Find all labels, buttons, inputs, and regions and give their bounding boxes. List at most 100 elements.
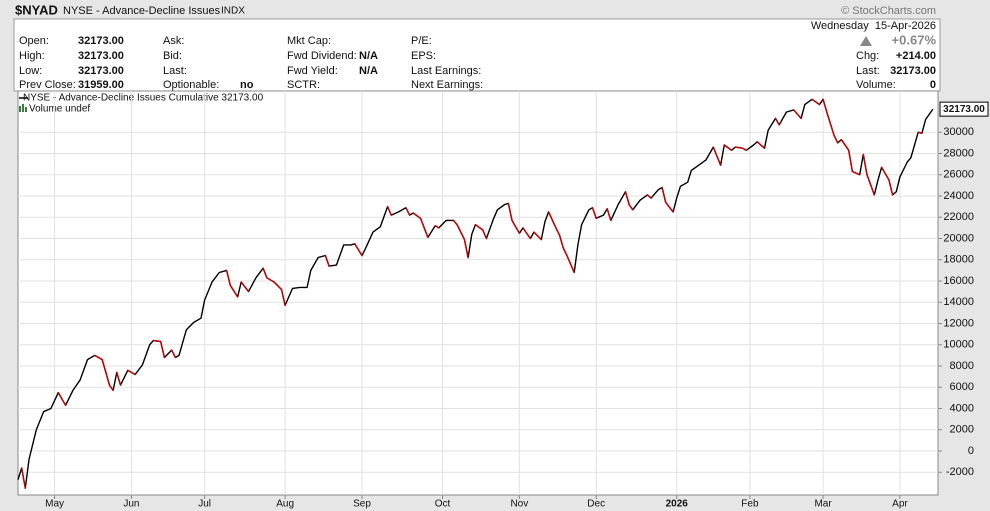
x-tick-label: Sep — [353, 499, 371, 510]
down-segment — [116, 371, 122, 386]
down-segment — [628, 203, 634, 211]
field-value: no — [240, 79, 254, 91]
y-tick-label: 30000 — [943, 126, 974, 138]
down-segment — [811, 98, 821, 106]
field-value: 32173.00 — [78, 35, 124, 47]
up-arrow — [860, 36, 872, 46]
down-segment — [507, 202, 513, 222]
down-segment — [225, 269, 231, 286]
y-tick-label: 2000 — [950, 424, 974, 436]
down-segment — [353, 243, 363, 257]
down-segment — [412, 212, 422, 219]
down-segment — [793, 109, 802, 120]
y-tick-label: 24000 — [943, 190, 974, 202]
down-segment — [463, 238, 469, 259]
down-segment — [266, 277, 275, 283]
field-label: Last Earnings: — [411, 65, 481, 77]
down-segment — [482, 229, 488, 240]
down-segment — [866, 174, 876, 196]
exchange: INDX — [221, 6, 245, 17]
down-segment — [756, 141, 766, 149]
x-tick-label: Apr — [892, 499, 908, 510]
x-tick-label: Aug — [276, 499, 294, 510]
down-segment — [229, 284, 239, 298]
down-segment — [712, 146, 722, 166]
x-tick-label: Dec — [587, 499, 605, 510]
down-segment — [511, 219, 521, 234]
down-segment — [741, 147, 747, 151]
plot-area — [17, 90, 939, 496]
x-tick-label: Jun — [123, 499, 139, 510]
down-segment — [533, 231, 543, 241]
field-label: Low: — [19, 65, 42, 77]
field-value: 0 — [930, 79, 936, 91]
down-segment — [848, 149, 854, 173]
down-segment — [94, 354, 103, 361]
down-segment — [822, 98, 828, 113]
field-label: Chg: — [856, 50, 879, 62]
x-tick-label: Feb — [741, 499, 759, 510]
field-value: 31959.00 — [78, 79, 124, 91]
down-segment — [127, 369, 136, 376]
last-value-box — [939, 101, 989, 117]
down-segment — [880, 166, 890, 181]
field-value: N/A — [359, 50, 378, 62]
down-segment — [240, 281, 250, 293]
x-tick-label: Nov — [510, 499, 528, 510]
down-segment — [273, 281, 283, 291]
x-tick-label: May — [45, 499, 64, 510]
down-segment — [826, 111, 835, 137]
field-value: 32173.00 — [78, 65, 124, 77]
y-tick-label: 18000 — [943, 254, 974, 266]
down-segment — [522, 227, 532, 240]
y-tick-label: 4000 — [950, 402, 974, 414]
field-label: Mkt Cap: — [287, 35, 331, 47]
field-value: N/A — [359, 65, 378, 77]
down-segment — [324, 254, 330, 267]
security-name: NYSE - Advance-Decline Issues — [63, 5, 221, 17]
field-label: Last: — [163, 65, 187, 77]
field-label: High: — [19, 50, 45, 62]
field-label: Prev Close: — [19, 79, 76, 91]
y-tick-label: 6000 — [950, 381, 974, 393]
x-tick-label: Mar — [814, 499, 832, 510]
x-tick-label: Oct — [435, 499, 451, 510]
down-segment — [474, 223, 484, 231]
down-segment — [170, 349, 177, 359]
down-segment — [566, 254, 575, 274]
y-tick-label: -2000 — [946, 466, 974, 478]
down-segment — [262, 267, 268, 279]
down-segment — [419, 217, 429, 239]
down-segment — [160, 340, 166, 359]
down-segment — [774, 117, 780, 126]
y-tick-label: 8000 — [950, 360, 974, 372]
down-segment — [20, 467, 27, 489]
down-segment — [562, 247, 568, 257]
date: Wednesday 15-Apr-2026 — [811, 20, 936, 32]
y-tick-label: 0 — [968, 445, 974, 457]
down-segment — [57, 391, 67, 407]
field-label: Open: — [19, 35, 49, 47]
field-label: Volume: — [856, 79, 896, 91]
down-segment — [108, 384, 114, 392]
quote-panel — [13, 18, 941, 92]
field-label: EPS: — [411, 50, 436, 62]
down-segment — [152, 339, 162, 343]
volume-icon — [19, 104, 27, 112]
down-segment — [862, 153, 868, 176]
down-segment — [280, 288, 286, 307]
down-segment — [434, 225, 440, 229]
field-label: Next Earnings: — [411, 79, 483, 91]
y-tick-label: 20000 — [943, 232, 974, 244]
field-label: Optionable: — [163, 79, 219, 91]
field-label: Ask: — [163, 35, 184, 47]
down-segment — [851, 170, 861, 176]
volume-note: Volume undef — [29, 104, 90, 115]
down-segment — [917, 131, 923, 134]
field-value: 32173.00 — [890, 65, 936, 77]
field-label: Fwd Dividend: — [287, 50, 357, 62]
down-segment — [386, 205, 392, 216]
legend-entry: NYSE - Advance-Decline Issues Cumulative… — [23, 93, 264, 104]
